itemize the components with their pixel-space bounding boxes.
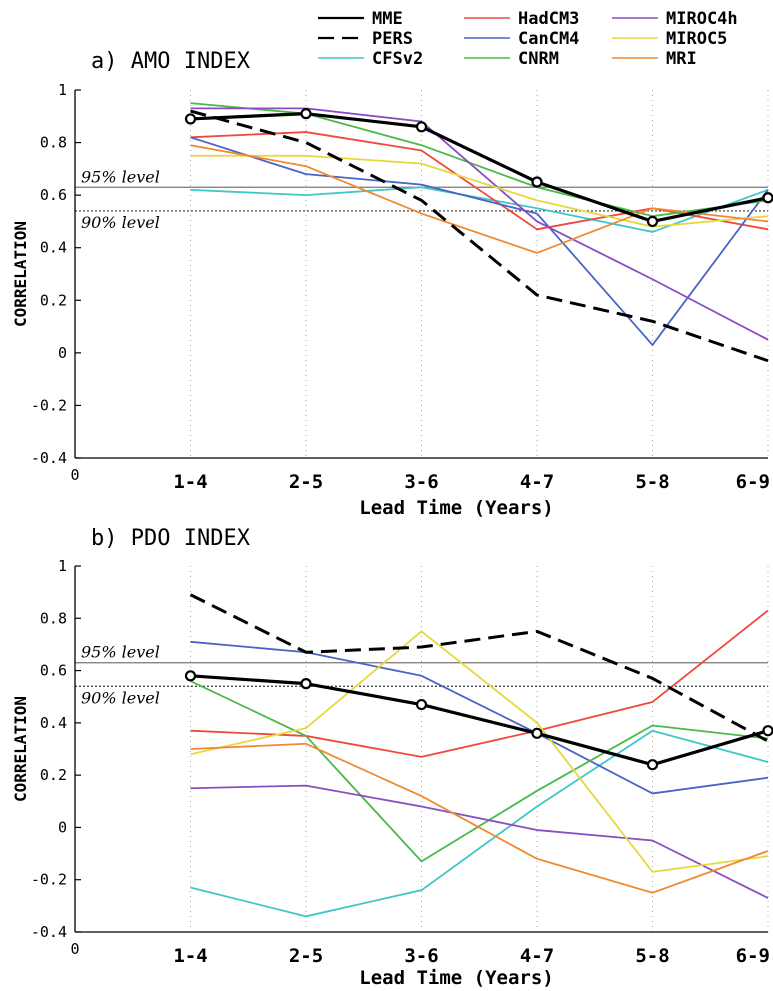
- panel-title: b) PDO INDEX: [91, 526, 251, 551]
- x-tick-label-1-4: 1-4: [173, 945, 207, 967]
- panel-pdo: 95% level 90% level -0.4 -0.2 0 0.2 0.4 0.6 0.8 1…: [11, 526, 773, 989]
- y-tick-label: 1: [58, 557, 67, 575]
- legend-label-cancm4: CanCM4: [518, 29, 579, 49]
- y-tick-label: 0.4: [40, 239, 67, 257]
- series-line-mri: [190, 144, 769, 254]
- panel-amo: 95% level 90% level -0.4 -0.2 0 0.2 0.4 0.6 0.8 1…: [11, 49, 773, 519]
- mme-point-6-9: [762, 725, 773, 737]
- legend-label-cfsv2: CFSv2: [372, 49, 423, 69]
- x-axis-label: Lead Time (Years): [359, 967, 553, 989]
- legend-label-pers: PERS: [372, 29, 413, 49]
- y-tick-label: -0.2: [31, 871, 67, 889]
- y-tick-label: 0.8: [40, 609, 67, 627]
- x-tick-label-5-8: 5-8: [635, 945, 669, 967]
- mme-point-1-4: [184, 670, 197, 682]
- x-tick-label-4-7: 4-7: [520, 945, 554, 967]
- x-axis-label: Lead Time (Years): [359, 497, 553, 519]
- mme-point-5-8: [646, 215, 659, 228]
- reference-label-95-level: 95% level: [81, 643, 160, 662]
- series-line-cancm4: [190, 640, 769, 795]
- series-line-cnrm: [190, 102, 769, 218]
- y-tick-label: 1: [58, 81, 67, 99]
- legend-label-cnrm: CNRM: [518, 49, 559, 69]
- mme-point-5-8: [646, 759, 659, 771]
- legend-label-mme: MME: [372, 9, 403, 29]
- y-tick-label: 0.6: [40, 186, 67, 204]
- series-line-cancm4: [190, 136, 769, 346]
- reference-label-90-level: 90% level: [81, 213, 160, 232]
- series-line-hadcm3: [190, 609, 769, 758]
- mme-point-3-6: [415, 698, 428, 711]
- panel-title: a) AMO INDEX: [91, 49, 251, 74]
- y-tick-label: -0.4: [31, 923, 67, 941]
- legend-label-mri: MRI: [666, 49, 697, 69]
- series-line-mme: [190, 112, 769, 224]
- legend-label-hadcm3: HadCM3: [518, 9, 579, 29]
- y-tick-label: 0.2: [40, 291, 67, 309]
- x-tick-label-6-9: 6-9: [736, 945, 770, 967]
- mme-point-2-5: [300, 108, 312, 120]
- y-axis-label: CORRELATION: [11, 221, 30, 327]
- x-tick-label-1-4: 1-4: [173, 471, 207, 493]
- y-tick-label: 0: [58, 818, 67, 836]
- x-tick-label-4-7: 4-7: [520, 471, 554, 493]
- mme-point-4-7: [531, 727, 543, 739]
- mme-point-6-9: [762, 192, 773, 204]
- x-tick-label-3-6: 3-6: [404, 471, 438, 493]
- x-tick-label-zero: 0: [70, 940, 79, 958]
- reference-label-90-level: 90% level: [81, 688, 160, 707]
- series-line-miroc4h: [190, 784, 769, 899]
- legend-label-miroc5: MIROC5: [666, 29, 727, 49]
- mme-point-4-7: [531, 176, 543, 188]
- series-line-mme: [190, 674, 769, 767]
- mme-point-2-5: [300, 678, 312, 690]
- reference-label-95-level: 95% level: [81, 167, 160, 186]
- series-line-hadcm3: [190, 131, 769, 231]
- y-tick-label: 0.8: [40, 134, 67, 152]
- y-tick-label: 0: [58, 344, 67, 362]
- series-line-pers: [189, 593, 769, 743]
- y-tick-label: -0.4: [31, 449, 67, 467]
- series-line-miroc5: [190, 630, 769, 873]
- y-axis-label: CORRELATION: [11, 696, 30, 802]
- x-tick-label-2-5: 2-5: [289, 471, 323, 493]
- y-tick-label: 0.6: [40, 662, 67, 680]
- series-line-miroc5: [190, 154, 769, 228]
- x-tick-label-3-6: 3-6: [404, 945, 438, 967]
- x-tick-label-zero: 0: [70, 466, 79, 484]
- y-tick-label: 0.2: [40, 766, 67, 784]
- series-line-miroc4h: [190, 107, 769, 341]
- x-tick-label-6-9: 6-9: [736, 471, 770, 493]
- mme-point-1-4: [184, 113, 197, 125]
- series-line-pers: [190, 109, 769, 363]
- legend-label-miroc4h: MIROC4h: [666, 9, 738, 29]
- x-tick-label-5-8: 5-8: [635, 471, 669, 493]
- series-line-mri: [190, 742, 769, 894]
- y-tick-label: -0.2: [31, 396, 67, 414]
- y-tick-label: 0.4: [40, 714, 67, 732]
- series-line-cnrm: [190, 680, 769, 863]
- x-tick-label-2-5: 2-5: [289, 945, 323, 967]
- series-line-cfsv2: [190, 729, 769, 918]
- mme-point-3-6: [415, 121, 428, 133]
- series-line-cfsv2: [190, 186, 769, 233]
